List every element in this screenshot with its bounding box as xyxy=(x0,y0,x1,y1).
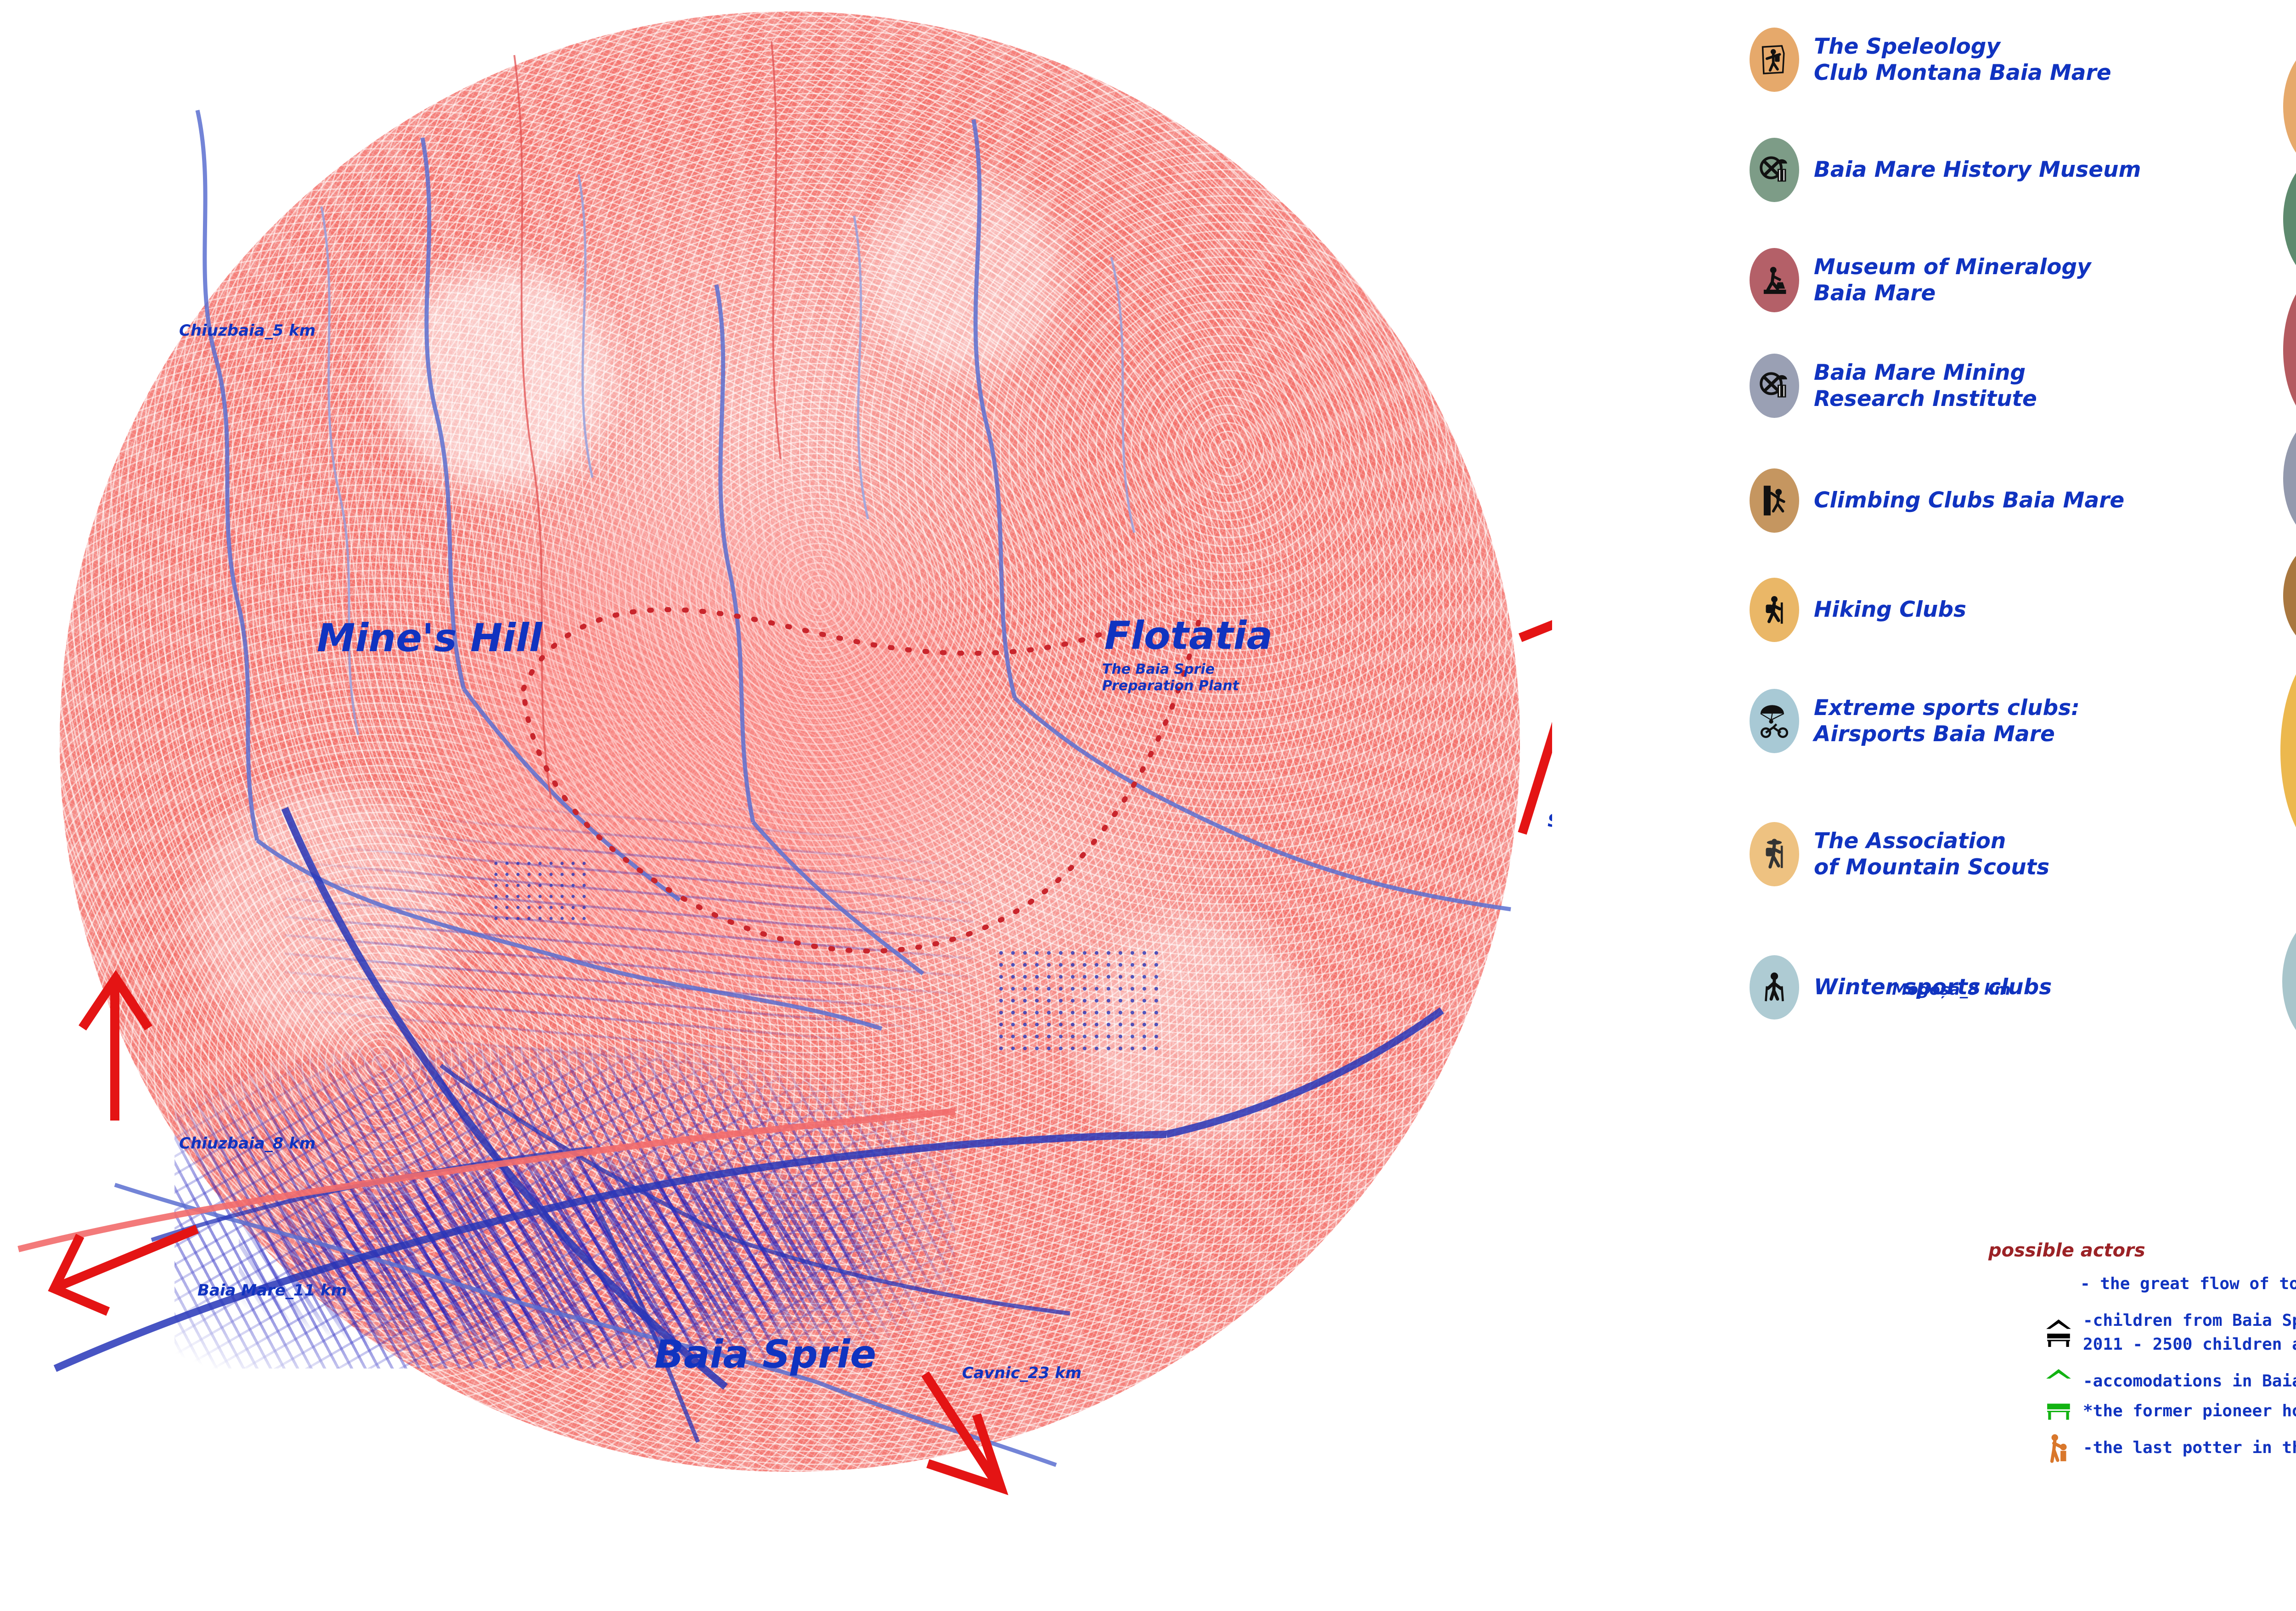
map-panel: Chiuzbaia_5 km Mine's Hill Flotatia The … xyxy=(17,11,1552,1495)
club-row[interactable]: Extreme sports clubs: Airsports Baia Mar… xyxy=(1750,689,2080,753)
black-hostel-icon xyxy=(2046,1319,2071,1347)
actor-item: *the former pioneer house converted into… xyxy=(2043,1396,2296,1426)
club-icon-bubble xyxy=(1750,468,1799,533)
actor-text: -the last potter in the city: workshop a… xyxy=(2083,1438,2296,1457)
actor-item: -the last potter in the city: workshop a… xyxy=(2043,1433,2296,1463)
club-icon-bubble xyxy=(1750,28,1799,92)
map-label-mines-hill: Mine's Hill xyxy=(317,615,542,660)
club-list: The Speleology Club Montana Baia Mare Ba… xyxy=(1699,0,2296,1203)
club-icon-bubble xyxy=(1750,689,1799,753)
club-icon-bubble xyxy=(1750,578,1799,642)
map-label-chiuzbaia-top: Chiuzbaia_5 km xyxy=(179,321,316,340)
speleologist-icon xyxy=(1761,45,1785,74)
club-name: Baia Mare History Museum xyxy=(1814,157,2141,183)
club-row[interactable]: Winter sports clubs xyxy=(1750,955,2052,1020)
club-name: Hiking Clubs xyxy=(1814,597,1966,623)
club-name: Extreme sports clubs: Airsports Baia Mar… xyxy=(1814,695,2080,747)
mineral-collector-icon xyxy=(1763,267,1786,294)
club-row[interactable]: Climbing Clubs Baia Mare xyxy=(1750,468,2124,533)
topographic-map-disc xyxy=(60,11,1520,1472)
green-hostel-icon xyxy=(2046,1369,2071,1379)
club-icon-bubble xyxy=(1750,138,1799,202)
club-row[interactable]: Baia Mare Mining Research Institute xyxy=(1750,354,2037,418)
map-label-flotatia: Flotatia xyxy=(1104,613,1273,658)
actor-text: -accomodations in Baia Sprie xyxy=(2083,1371,2296,1391)
club-icon-bubble xyxy=(1750,955,1799,1020)
club-name: Baia Mare Mining Research Institute xyxy=(1814,360,2037,411)
possible-actors-legend: possible actors - the great flow of tour… xyxy=(1988,1240,2296,1463)
club-row[interactable]: Baia Mare History Museum xyxy=(1750,138,2141,202)
map-label-baia-sprie: Baia Sprie xyxy=(654,1332,877,1377)
map-vector-overlay xyxy=(17,41,1552,1495)
club-row[interactable]: The Association of Mountain Scouts xyxy=(1750,822,2049,886)
club-name: Winter sports clubs xyxy=(1814,974,2052,1000)
actor-text: *the former pioneer house converted into… xyxy=(2083,1401,2296,1420)
actor-item: -accomodations in Baia Sprie xyxy=(2043,1366,2296,1397)
club-icon-bubble xyxy=(1750,822,1799,886)
green-hostel-icon-2 xyxy=(2047,1403,2070,1420)
club-row[interactable]: Museum of Mineralogy Baia Mare xyxy=(1750,248,2091,312)
club-row[interactable]: The Speleology Club Montana Baia Mare xyxy=(1750,28,2111,92)
climber-icon xyxy=(1763,485,1785,516)
actor-item: - the great flow of tourists xyxy=(2080,1272,2296,1296)
map-label-chiuzbaia-left: Chiuzbaia_8 km xyxy=(179,1134,316,1153)
parachute-biker-icon xyxy=(1760,705,1789,738)
club-icon-bubble xyxy=(1750,248,1799,312)
club-name: The Association of Mountain Scouts xyxy=(1814,828,2050,880)
map-label-sighetul: Sighetul Marmației_55 km xyxy=(1548,811,1552,831)
club-name: Museum of Mineralogy Baia Mare xyxy=(1814,254,2091,306)
mining-tools-icon xyxy=(1760,372,1787,398)
actor-text: -children from Baia Sprie (according to … xyxy=(2083,1311,2296,1354)
actor-item: -children from Baia Sprie (according to … xyxy=(2043,1309,2296,1357)
map-label-baia-mare: Baia Mare_11 km xyxy=(197,1281,348,1300)
map-highlight-area-north xyxy=(413,138,1102,689)
hiker-icon xyxy=(1766,596,1783,624)
club-name: Climbing Clubs Baia Mare xyxy=(1814,488,2125,513)
club-name: The Speleology Club Montana Baia Mare xyxy=(1814,34,2111,85)
map-highlight-area-east xyxy=(781,689,1286,1102)
map-label-flotatia-sub: The Baia Sprie Preparation Plant xyxy=(1102,661,1239,694)
skier-icon xyxy=(1765,972,1784,1002)
club-icon-bubble xyxy=(1750,354,1799,418)
mining-tools-icon xyxy=(1760,156,1787,182)
actor-text: - the great flow of tourists xyxy=(2080,1274,2296,1293)
map-label-cavnic: Cavnic_23 km xyxy=(962,1364,1082,1382)
club-row[interactable]: Hiking Clubs xyxy=(1750,578,1966,642)
actors-heading: possible actors xyxy=(1988,1240,2145,1261)
orange-potter-icon xyxy=(2050,1434,2067,1463)
scout-icon xyxy=(1766,839,1783,869)
map-label-mogosa-lower: Mogoșa_8 km xyxy=(1892,980,2011,999)
